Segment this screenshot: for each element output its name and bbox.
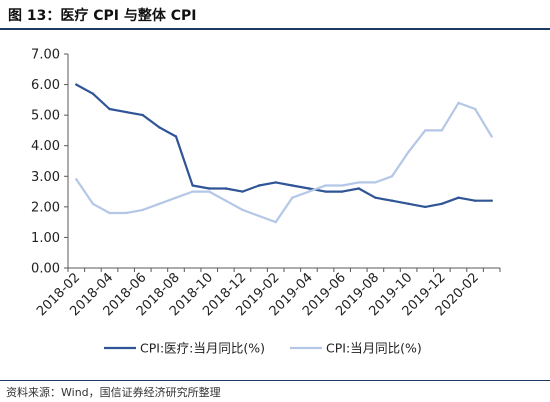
data-point: [208, 190, 211, 193]
title-bar: 图 13：医疗 CPI 与整体 CPI: [0, 0, 550, 28]
data-point: [158, 202, 161, 205]
data-point: [257, 214, 261, 218]
series-line-medical-cpi: [75, 83, 492, 208]
data-point: [158, 126, 161, 129]
y-tick-label: 0.00: [31, 262, 60, 277]
series-lines: [75, 83, 493, 224]
data-point: [141, 208, 144, 212]
x-axis: 2018-022018-042018-062018-082018-102018-…: [34, 267, 501, 319]
y-axis: 0.00 1.00 2.00 3.00 4.00 5.00 6.00 7.00: [31, 48, 69, 277]
y-tick-label: 6.00: [31, 78, 60, 93]
legend-label-medical: CPI:医疗:当月同比(%): [140, 341, 265, 356]
title-rule: [0, 28, 550, 30]
data-point: [473, 199, 477, 202]
data-point: [490, 135, 493, 138]
data-point: [357, 181, 360, 184]
data-point: [424, 129, 427, 132]
data-point: [357, 187, 360, 190]
data-point: [191, 190, 194, 193]
chart-title: 图 13：医疗 CPI 与整体 CPI: [8, 8, 197, 24]
data-point: [324, 190, 327, 193]
data-point: [307, 187, 311, 190]
data-point: [174, 135, 178, 138]
data-point: [291, 196, 294, 199]
y-tick-label: 1.00: [31, 231, 60, 246]
series-line-overall-cpi: [75, 101, 493, 224]
y-tick-label: 7.00: [31, 48, 60, 63]
data-point: [75, 178, 78, 181]
data-point: [407, 202, 410, 205]
data-point: [141, 113, 144, 117]
data-point: [174, 196, 178, 199]
data-point: [341, 190, 344, 193]
data-point: [191, 184, 194, 187]
data-point: [307, 190, 311, 193]
data-point: [374, 196, 377, 199]
data-point: [91, 202, 95, 205]
legend-label-overall: CPI:当月同比(%): [326, 341, 422, 356]
data-point: [125, 211, 128, 215]
data-point: [407, 150, 410, 153]
y-tick-label: 4.00: [31, 139, 60, 154]
data-point: [241, 208, 244, 212]
footer-rule: [0, 380, 550, 381]
data-point: [424, 205, 427, 209]
data-point: [208, 187, 211, 190]
data-point: [390, 175, 394, 178]
data-point: [224, 199, 227, 202]
y-tick-label: 2.00: [31, 200, 60, 215]
data-point: [473, 107, 477, 111]
data-point: [490, 199, 493, 202]
data-point: [125, 110, 128, 114]
data-point: [91, 92, 95, 95]
data-point: [108, 107, 111, 111]
data-point: [224, 187, 227, 190]
y-tick-label: 3.00: [31, 170, 60, 185]
data-point: [274, 181, 277, 184]
source-note: 资料来源：Wind，国信证券经济研究所整理: [6, 386, 221, 399]
data-point: [241, 190, 244, 193]
data-point: [390, 199, 394, 202]
data-point: [257, 184, 261, 187]
data-point: [75, 83, 78, 86]
data-point: [324, 184, 327, 187]
data-point: [440, 202, 443, 205]
line-chart: 0.00 1.00 2.00 3.00 4.00 5.00 6.00 7.00 2018-02…: [31, 48, 501, 356]
data-point: [274, 220, 277, 224]
data-point: [374, 181, 377, 184]
legend: CPI:医疗:当月同比(%) CPI:当月同比(%): [104, 341, 422, 356]
data-point: [341, 184, 344, 187]
data-point: [440, 129, 443, 132]
data-point: [291, 184, 294, 187]
data-point: [457, 101, 460, 105]
y-tick-label: 5.00: [31, 109, 60, 124]
data-point: [108, 211, 111, 215]
data-point: [457, 196, 460, 199]
